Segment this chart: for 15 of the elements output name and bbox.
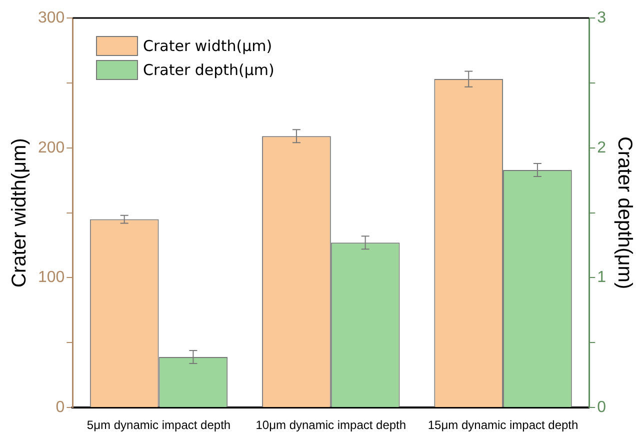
y-tick-label: 100 [38, 269, 65, 286]
y2-tick-label: 3 [597, 9, 606, 26]
x-tick-label: 15μm dynamic impact depth [428, 418, 578, 432]
y-tick-label: 0 [56, 399, 65, 416]
y-axis-title: Crater width(μm) [8, 138, 31, 288]
y-tick-label: 300 [38, 9, 65, 26]
legend-label: Crater depth(μm) [143, 61, 274, 79]
y2-axis-title: Crater depth(μm) [613, 136, 636, 290]
y2-tick-label: 1 [597, 269, 606, 286]
y2-tick-label: 0 [597, 399, 606, 416]
y2-tick-label: 2 [597, 139, 606, 156]
x-tick-label: 5μm dynamic impact depth [86, 418, 231, 432]
x-tick-label: 10μm dynamic impact depth [256, 418, 406, 432]
legend-label: Crater width(μm) [143, 37, 272, 55]
y-tick-label: 200 [38, 139, 65, 156]
